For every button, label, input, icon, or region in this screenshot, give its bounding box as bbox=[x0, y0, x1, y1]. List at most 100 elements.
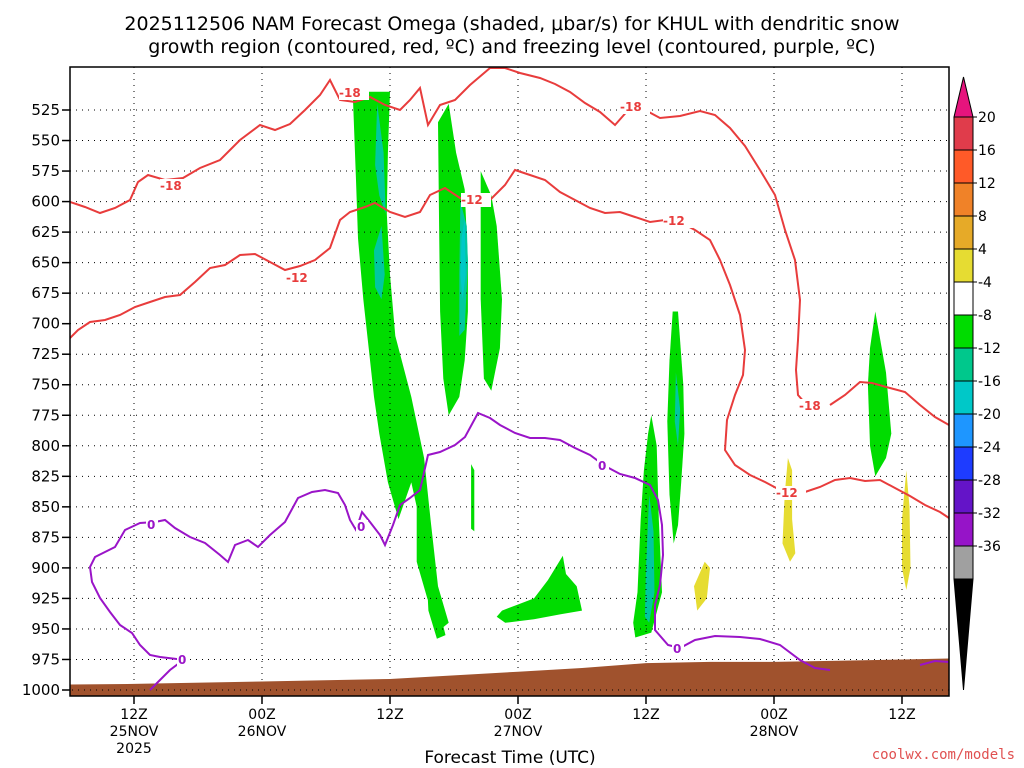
omega-region-green-11 bbox=[426, 519, 446, 639]
red-contour-minus18-lower bbox=[829, 380, 949, 426]
colorbar-label-6: -8 bbox=[978, 308, 992, 324]
colorbar: 20 16 12 8 4 -4 -8 -12 -16 -20 -24 -28 -32 -36 bbox=[953, 76, 1001, 691]
colorbar-bin-0 bbox=[953, 116, 974, 151]
y-tick-label-875: 875 bbox=[31, 528, 60, 546]
colorbar-label-0: 20 bbox=[978, 110, 996, 126]
omega-shading bbox=[0, 91, 911, 639]
freezing-level-contours bbox=[88, 411, 949, 691]
colorbar-bin-4 bbox=[953, 248, 974, 283]
y-tick-label-575: 575 bbox=[31, 162, 60, 180]
y-tick-label-525: 525 bbox=[31, 101, 60, 119]
omega-region-teal-15 bbox=[644, 494, 655, 623]
y-tick-label-900: 900 bbox=[31, 559, 60, 577]
x-tick-date-12: 26NOV bbox=[238, 724, 287, 740]
omega-region-green-2 bbox=[4, 348, 30, 546]
y-tick-label-950: 950 bbox=[31, 620, 60, 638]
contour-label-purple-5: 0 bbox=[178, 653, 186, 667]
contour-label-purple-2: 0 bbox=[147, 518, 155, 532]
omega-region-teal-5 bbox=[374, 226, 385, 300]
colorbar-bin-5 bbox=[953, 281, 974, 316]
colorbar-bin-6 bbox=[953, 314, 974, 349]
x-tick-label-24: 12Z bbox=[376, 707, 403, 723]
omega-region-yellow-0 bbox=[0, 92, 22, 245]
omega-region-cyan-10 bbox=[460, 219, 466, 300]
contour-label-purple-1: 0 bbox=[598, 459, 606, 473]
colorbar-bin-2 bbox=[953, 182, 974, 217]
y-tick-label-650: 650 bbox=[31, 254, 60, 272]
x-tick-label-36: 00Z bbox=[504, 707, 531, 723]
dendritic-growth-contours bbox=[70, 67, 949, 519]
contour-label-red-2: -18 bbox=[620, 100, 642, 114]
colorbar-bin-11 bbox=[953, 479, 974, 514]
omega-region-teal-17 bbox=[674, 372, 681, 446]
colorbar-bin-3 bbox=[953, 215, 974, 250]
y-tick-label-750: 750 bbox=[31, 376, 60, 394]
contour-label-red-8: -12 bbox=[776, 486, 798, 500]
omega-region-green-14 bbox=[633, 415, 662, 638]
x-tick-date-60: 28NOV bbox=[750, 724, 799, 740]
contour-label-purple-4: 0 bbox=[673, 642, 681, 656]
omega-region-green-7 bbox=[438, 103, 468, 416]
purple-contour-zero-right bbox=[919, 659, 949, 666]
omega-region-yellow-19 bbox=[782, 458, 796, 562]
x-tick-label-48: 12Z bbox=[632, 707, 659, 723]
grid-lines bbox=[70, 67, 949, 696]
colorbar-bin-8 bbox=[953, 380, 974, 415]
x-tick-date-0: 25NOV bbox=[110, 724, 159, 740]
x-tick-year-0: 2025 bbox=[116, 741, 152, 757]
colorbar-label-12: -32 bbox=[978, 506, 1001, 522]
x-tick-date-36: 27NOV bbox=[494, 724, 543, 740]
colorbar-bottom-arrow bbox=[953, 578, 974, 691]
y-tick-label-550: 550 bbox=[31, 132, 60, 150]
colorbar-label-1: 16 bbox=[978, 143, 996, 159]
colorbar-label-4: 4 bbox=[978, 242, 987, 258]
purple-contour-zero-main bbox=[88, 411, 831, 691]
omega-region-green-12 bbox=[471, 464, 475, 532]
plot-area: -18 -18 -18 -12 -12 -12 -18 -12 0 0 0 0 … bbox=[0, 67, 949, 696]
y-tick-label-600: 600 bbox=[31, 193, 60, 211]
y-tick-label-850: 850 bbox=[31, 498, 60, 516]
x-axis-title: Forecast Time (UTC) bbox=[424, 748, 595, 768]
colorbar-top-arrow bbox=[953, 76, 974, 118]
colorbar-bin-1 bbox=[953, 149, 974, 184]
colorbar-bin-10 bbox=[953, 446, 974, 481]
colorbar-label-13: -36 bbox=[978, 539, 1001, 555]
y-tick-label-700: 700 bbox=[31, 315, 60, 333]
colorbar-bin-13 bbox=[953, 545, 974, 580]
contour-label-red-1: -18 bbox=[339, 86, 361, 100]
chart-title-line-1: 2025112506 NAM Forecast Omega (shaded, μ… bbox=[124, 13, 899, 35]
y-tick-label-1000: 1000 bbox=[22, 681, 60, 699]
contour-label-purple-3: 0 bbox=[357, 520, 365, 534]
colorbar-label-2: 12 bbox=[978, 176, 996, 192]
y-tick-label-775: 775 bbox=[31, 406, 60, 424]
red-contour-minus12-lower bbox=[804, 476, 949, 519]
y-tick-label-725: 725 bbox=[31, 345, 60, 363]
colorbar-label-5: -4 bbox=[978, 275, 992, 291]
red-contour-minus18 bbox=[70, 67, 806, 404]
terrain-surface bbox=[70, 658, 949, 696]
x-tick-label-12: 00Z bbox=[248, 707, 275, 723]
y-axis: 525 550 575 600 625 650 675 700 725 750 775 800 825 8… bbox=[22, 101, 70, 699]
chart-title-line-2: growth region (contoured, red, ºC) and f… bbox=[148, 36, 875, 58]
omega-region-yellow-21 bbox=[694, 561, 710, 611]
credit-text: coolwx.com/models bbox=[872, 747, 1015, 763]
omega-region-green-8 bbox=[480, 171, 502, 391]
colorbar-bin-7 bbox=[953, 347, 974, 382]
colorbar-label-7: -12 bbox=[978, 341, 1001, 357]
colorbar-label-8: -16 bbox=[978, 374, 1001, 390]
contour-label-red-6: -12 bbox=[286, 271, 308, 285]
y-tick-label-625: 625 bbox=[31, 223, 60, 241]
colorbar-bin-9 bbox=[953, 413, 974, 448]
contour-labels: -18 -18 -18 -12 -12 -12 -18 -12 0 0 0 0 … bbox=[146, 86, 829, 667]
omega-region-green-13 bbox=[496, 555, 582, 623]
plot-frame bbox=[69, 66, 950, 697]
omega-region-green-4 bbox=[352, 91, 449, 629]
colorbar-label-10: -24 bbox=[978, 440, 1001, 456]
contour-label-red-4: -12 bbox=[461, 193, 483, 207]
x-tick-label-0: 12Z bbox=[120, 707, 147, 723]
omega-region-teal-6 bbox=[375, 103, 386, 214]
y-tick-label-975: 975 bbox=[31, 650, 60, 668]
colorbar-label-3: 8 bbox=[978, 209, 987, 225]
